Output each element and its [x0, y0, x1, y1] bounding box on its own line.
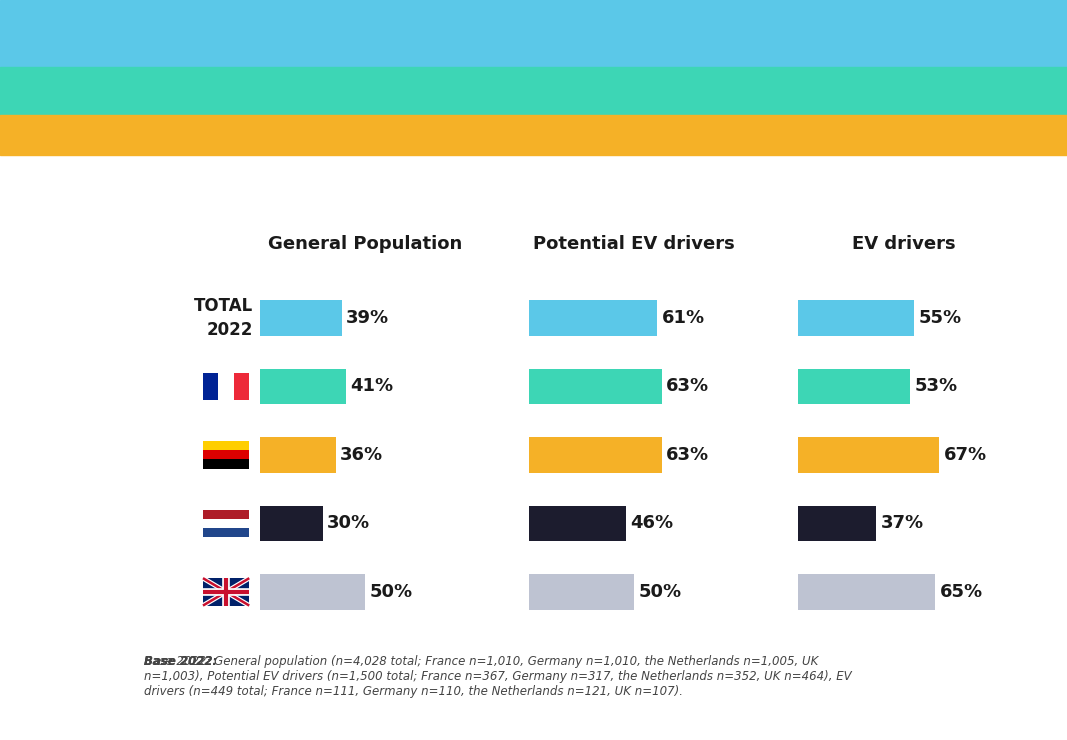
- Bar: [259, 300, 341, 336]
- Bar: [798, 300, 914, 336]
- Text: 50%: 50%: [638, 583, 682, 601]
- Text: 61%: 61%: [662, 309, 705, 327]
- Bar: [203, 578, 250, 605]
- Bar: [203, 510, 250, 519]
- Text: 50%: 50%: [369, 583, 412, 601]
- Text: 36%: 36%: [339, 446, 383, 464]
- Bar: [798, 369, 910, 404]
- Text: EV drivers: EV drivers: [851, 235, 956, 253]
- Text: 46%: 46%: [631, 514, 673, 532]
- Text: 53%: 53%: [914, 377, 957, 395]
- Bar: [259, 574, 365, 610]
- Bar: [203, 451, 250, 460]
- Bar: [234, 373, 250, 400]
- Text: 67%: 67%: [943, 446, 987, 464]
- Bar: [798, 437, 939, 473]
- Text: Base 2022: General population (n=4,028 total; France n=1,010, Germany n=1,010, t: Base 2022: General population (n=4,028 t…: [144, 655, 851, 698]
- Text: TOTAL
2022: TOTAL 2022: [194, 297, 254, 339]
- Bar: [203, 519, 250, 528]
- Text: 65%: 65%: [939, 583, 983, 601]
- Bar: [259, 437, 335, 473]
- Bar: [203, 441, 250, 451]
- Text: 39%: 39%: [346, 309, 389, 327]
- Bar: [259, 505, 323, 541]
- Text: 41%: 41%: [350, 377, 394, 395]
- Bar: [798, 574, 936, 610]
- Text: Base 2022:: Base 2022:: [144, 655, 218, 668]
- Text: Base 2022:: Base 2022:: [144, 655, 218, 668]
- Bar: [259, 369, 346, 404]
- Text: 55%: 55%: [919, 309, 961, 327]
- Bar: [529, 369, 662, 404]
- Bar: [219, 373, 234, 400]
- Text: General Population: General Population: [268, 235, 462, 253]
- Bar: [529, 574, 635, 610]
- Bar: [529, 300, 657, 336]
- Text: 30%: 30%: [328, 514, 370, 532]
- Bar: [203, 373, 219, 400]
- Text: Potential EV drivers: Potential EV drivers: [534, 235, 735, 253]
- Bar: [529, 505, 626, 541]
- Text: 37%: 37%: [880, 514, 924, 532]
- Bar: [203, 460, 250, 468]
- Bar: [529, 437, 662, 473]
- Text: 63%: 63%: [666, 377, 710, 395]
- Bar: [203, 528, 250, 537]
- Bar: [798, 505, 876, 541]
- Text: 63%: 63%: [666, 446, 710, 464]
